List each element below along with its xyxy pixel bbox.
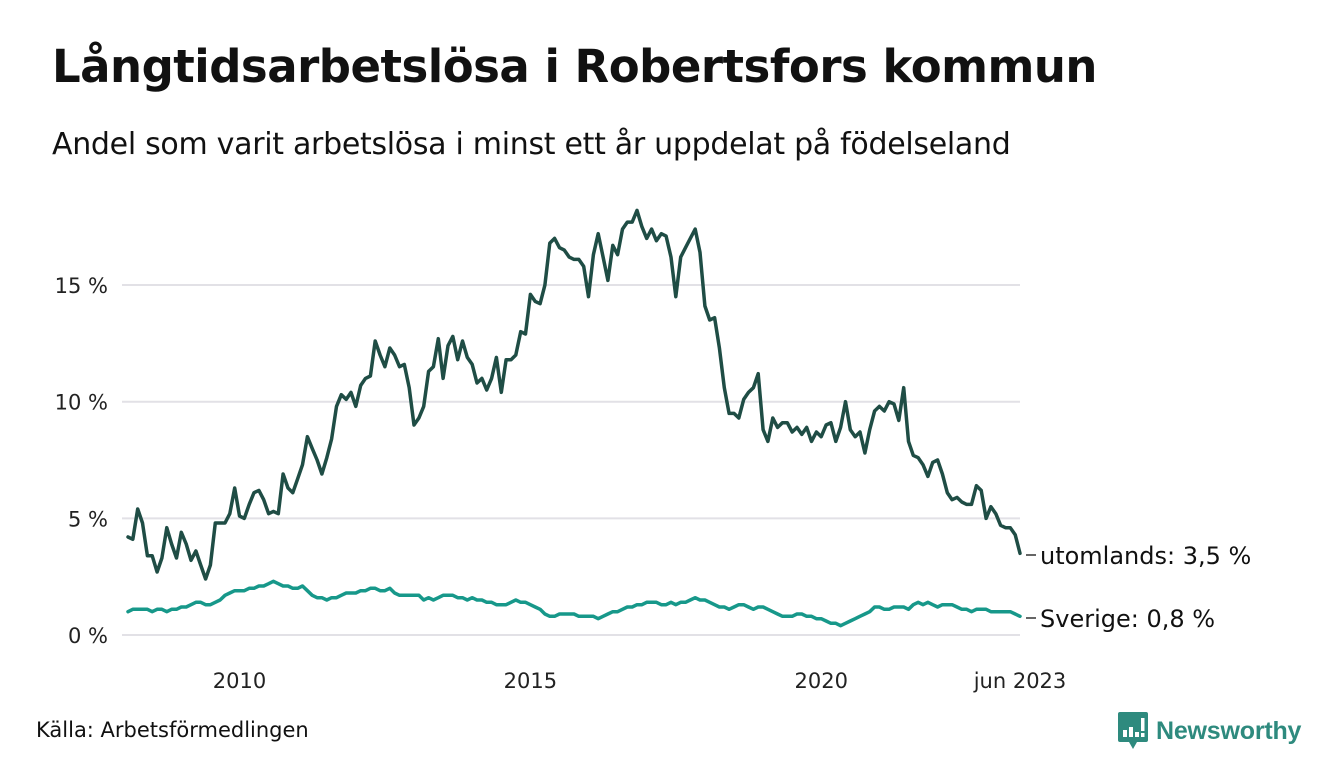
end-label-sverige: Sverige: 0,8 % bbox=[1040, 605, 1215, 633]
source-note: Källa: Arbetsförmedlingen bbox=[36, 718, 309, 742]
y-tick-label: 0 % bbox=[68, 624, 108, 648]
y-tick-label: 10 % bbox=[55, 391, 108, 415]
y-axis: 0 % 5 % 10 % 15 % bbox=[55, 274, 108, 648]
newsworthy-logo-text: Newsworthy bbox=[1156, 716, 1302, 745]
series-lines bbox=[126, 208, 1022, 628]
gridlines bbox=[122, 284, 1020, 636]
x-tick-label: jun 2023 bbox=[973, 669, 1067, 693]
x-tick-label: 2020 bbox=[795, 669, 848, 693]
end-label-utomlands: utomlands: 3,5 % bbox=[1040, 542, 1251, 570]
newsworthy-logo[interactable]: Newsworthy bbox=[1118, 712, 1301, 750]
newsworthy-logo-icon bbox=[1118, 712, 1148, 749]
x-axis: 2010 2015 2020 jun 2023 bbox=[213, 669, 1067, 693]
chart-subtitle: Andel som varit arbetslösa i minst ett å… bbox=[52, 127, 1011, 162]
y-tick-label: 15 % bbox=[55, 274, 108, 298]
chart-title: Långtidsarbetslösa i Robertsfors kommun bbox=[52, 40, 1097, 93]
end-labels: utomlands: 3,5 % Sverige: 0,8 % bbox=[1026, 542, 1251, 633]
y-tick-label: 5 % bbox=[68, 507, 108, 531]
x-tick-label: 2015 bbox=[504, 669, 557, 693]
x-tick-label: 2010 bbox=[213, 669, 266, 693]
series-line-sverige bbox=[126, 579, 1022, 628]
series-line-utomlands bbox=[126, 208, 1022, 581]
